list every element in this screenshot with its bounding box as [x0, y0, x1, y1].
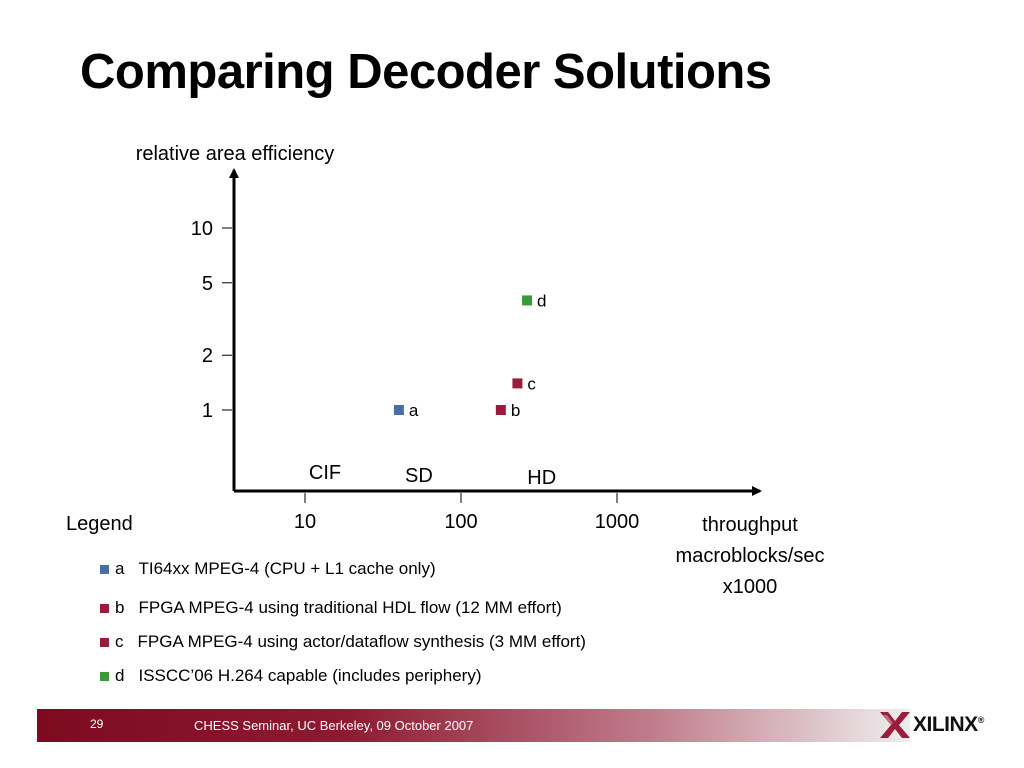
slide-title: Comparing Decoder Solutions: [80, 45, 772, 99]
legend-key-c: c: [115, 632, 124, 651]
legend-text-c: FPGA MPEG-4 using actor/dataflow synthes…: [137, 632, 586, 651]
legend-swatch-b: [100, 603, 109, 613]
x-axis-label-line-2: macroblocks/sec: [676, 545, 825, 567]
legend-item-c: c FPGA MPEG-4 using actor/dataflow synth…: [100, 630, 586, 654]
legend-text-d: ISSCC’06 H.264 capable (includes periphe…: [138, 666, 482, 685]
legend-text-b: FPGA MPEG-4 using traditional HDL flow (…: [138, 598, 562, 617]
legend-swatch-a: [100, 564, 109, 574]
point-label-c: c: [527, 374, 536, 393]
point-label-d: d: [537, 291, 546, 310]
logo-text: XILINX®: [913, 713, 984, 736]
point-b: [495, 405, 506, 415]
legend-swatch-d: [100, 671, 109, 681]
legend-item-d: d ISSCC’06 H.264 capable (includes perip…: [100, 664, 481, 688]
y-tick-label-1: 1: [202, 400, 213, 422]
y-tick-label-5: 5: [202, 273, 213, 295]
region-label-cif: CIF: [309, 462, 341, 484]
point-c: [512, 378, 523, 389]
x-tick-label-100: 100: [444, 511, 477, 533]
legend-text-a: TI64xx MPEG-4 (CPU + L1 cache only): [138, 559, 436, 578]
legend-key-b: b: [115, 598, 125, 617]
xilinx-logo: XILINX®: [880, 708, 984, 742]
scatter-chart: relative area efficiency 1 2 5 10 10 100 1000 th…: [136, 143, 825, 598]
y-tick-label-10: 10: [191, 218, 213, 240]
legend-item-a: a TI64xx MPEG-4 (CPU + L1 cache only): [100, 557, 436, 581]
legend-key-d: d: [115, 666, 125, 685]
footer-page-number: 29: [90, 717, 104, 731]
legend-swatch-c: [100, 637, 109, 647]
x-tick-label-1000: 1000: [595, 511, 640, 533]
region-label-hd: HD: [527, 467, 556, 489]
xilinx-x-icon: [880, 712, 910, 738]
point-label-b: b: [511, 401, 520, 420]
x-tick-label-10: 10: [294, 511, 316, 533]
x-axis-label-line-3: x1000: [723, 576, 778, 598]
x-axis-label-line-1: throughput: [702, 514, 798, 536]
region-label-sd: SD: [405, 465, 433, 487]
point-d: [522, 295, 533, 306]
footer-text: CHESS Seminar, UC Berkeley, 09 October 2…: [194, 718, 474, 733]
y-axis-label: relative area efficiency: [136, 143, 335, 165]
point-label-a: a: [409, 401, 419, 420]
legend-item-b: b FPGA MPEG-4 using traditional HDL flow…: [100, 596, 562, 620]
legend-title: Legend: [66, 513, 133, 535]
footer-bar: [37, 709, 910, 742]
y-tick-label-2: 2: [202, 345, 213, 367]
legend-key-a: a: [115, 559, 125, 578]
point-a: [393, 405, 404, 415]
